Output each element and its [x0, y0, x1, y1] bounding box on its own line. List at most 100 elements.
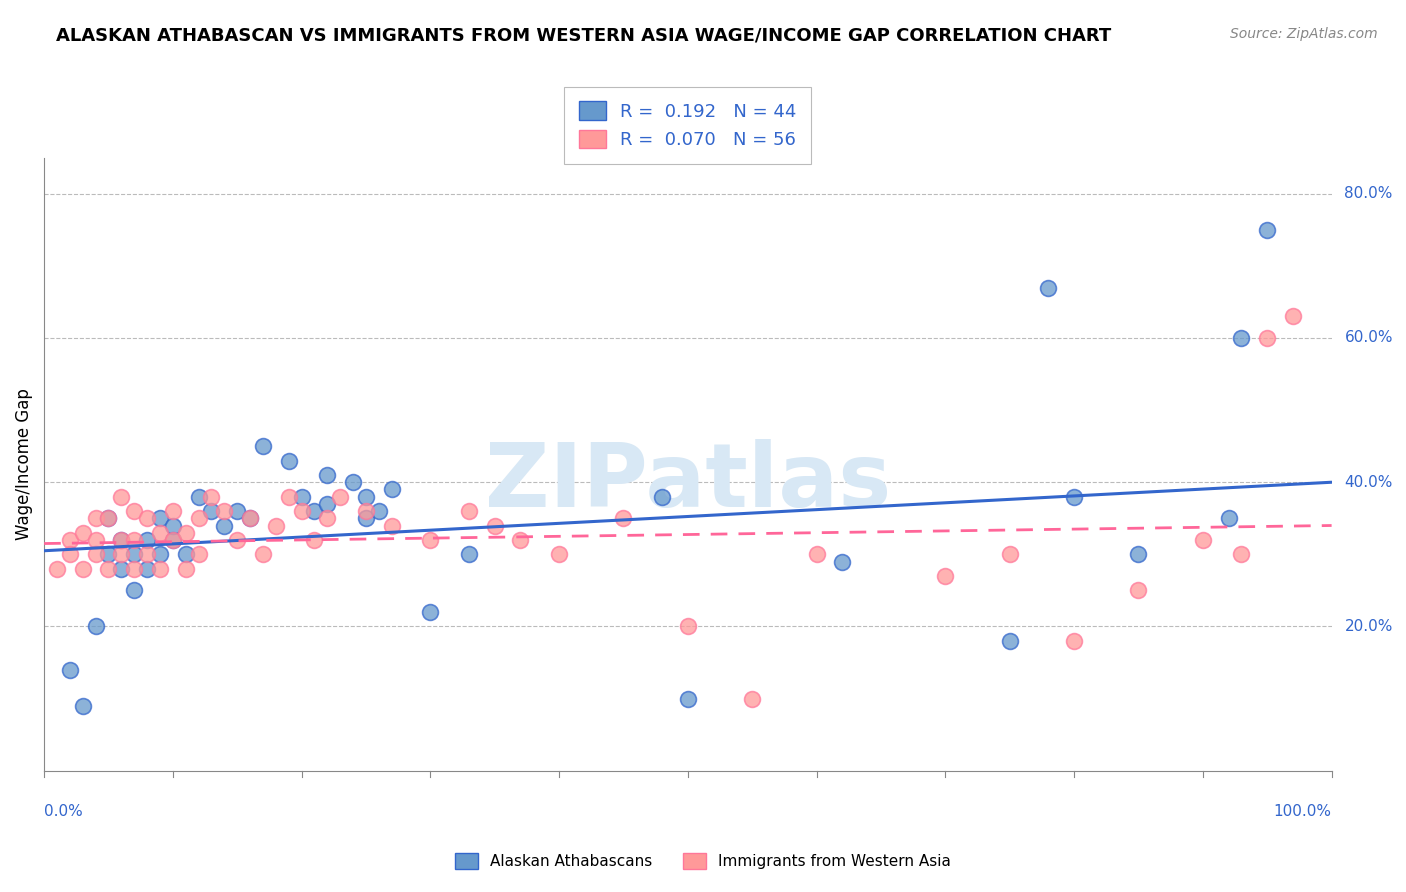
- Point: [458, 504, 481, 518]
- Point: [419, 533, 441, 547]
- Point: [1218, 511, 1240, 525]
- Point: [122, 504, 145, 518]
- Point: [676, 691, 699, 706]
- Point: [252, 547, 274, 561]
- Point: [934, 569, 956, 583]
- Point: [1192, 533, 1215, 547]
- Point: [174, 562, 197, 576]
- Point: [484, 518, 506, 533]
- Point: [214, 518, 236, 533]
- Point: [998, 547, 1021, 561]
- Point: [264, 518, 287, 533]
- Point: [149, 525, 172, 540]
- Point: [122, 547, 145, 561]
- Point: [1063, 490, 1085, 504]
- Text: 80.0%: 80.0%: [1344, 186, 1393, 202]
- Point: [1038, 280, 1060, 294]
- Point: [136, 547, 159, 561]
- Point: [110, 547, 132, 561]
- Point: [354, 490, 377, 504]
- Point: [548, 547, 571, 561]
- Point: [97, 511, 120, 525]
- Point: [174, 547, 197, 561]
- Text: 20.0%: 20.0%: [1344, 619, 1393, 634]
- Text: 100.0%: 100.0%: [1274, 805, 1331, 820]
- Point: [97, 562, 120, 576]
- Text: 60.0%: 60.0%: [1344, 331, 1393, 345]
- Point: [136, 562, 159, 576]
- Point: [149, 511, 172, 525]
- Point: [831, 555, 853, 569]
- Point: [277, 490, 299, 504]
- Point: [214, 504, 236, 518]
- Point: [998, 633, 1021, 648]
- Text: 0.0%: 0.0%: [44, 805, 83, 820]
- Point: [509, 533, 531, 547]
- Point: [291, 504, 314, 518]
- Point: [1230, 331, 1253, 345]
- Point: [162, 518, 184, 533]
- Point: [46, 562, 69, 576]
- Point: [291, 490, 314, 504]
- Point: [84, 547, 107, 561]
- Point: [187, 511, 209, 525]
- Point: [110, 533, 132, 547]
- Point: [316, 511, 339, 525]
- Point: [110, 490, 132, 504]
- Point: [200, 504, 222, 518]
- Point: [612, 511, 634, 525]
- Point: [304, 533, 326, 547]
- Point: [354, 504, 377, 518]
- Point: [1282, 310, 1305, 324]
- Point: [122, 533, 145, 547]
- Point: [149, 547, 172, 561]
- Point: [1128, 547, 1150, 561]
- Point: [84, 511, 107, 525]
- Point: [72, 525, 94, 540]
- Point: [458, 547, 481, 561]
- Legend: Alaskan Athabascans, Immigrants from Western Asia: Alaskan Athabascans, Immigrants from Wes…: [449, 847, 957, 875]
- Point: [59, 547, 82, 561]
- Point: [122, 583, 145, 598]
- Point: [1230, 547, 1253, 561]
- Point: [741, 691, 763, 706]
- Point: [304, 504, 326, 518]
- Point: [342, 475, 364, 490]
- Text: 40.0%: 40.0%: [1344, 475, 1393, 490]
- Point: [187, 547, 209, 561]
- Text: ALASKAN ATHABASCAN VS IMMIGRANTS FROM WESTERN ASIA WAGE/INCOME GAP CORRELATION C: ALASKAN ATHABASCAN VS IMMIGRANTS FROM WE…: [56, 27, 1112, 45]
- Point: [84, 619, 107, 633]
- Text: Source: ZipAtlas.com: Source: ZipAtlas.com: [1230, 27, 1378, 41]
- Point: [226, 504, 249, 518]
- Point: [174, 525, 197, 540]
- Point: [110, 533, 132, 547]
- Point: [149, 562, 172, 576]
- Legend: R =  0.192   N = 44, R =  0.070   N = 56: R = 0.192 N = 44, R = 0.070 N = 56: [564, 87, 811, 163]
- Point: [162, 533, 184, 547]
- Point: [651, 490, 673, 504]
- Point: [97, 547, 120, 561]
- Point: [187, 490, 209, 504]
- Point: [72, 698, 94, 713]
- Point: [277, 453, 299, 467]
- Point: [381, 483, 404, 497]
- Point: [676, 619, 699, 633]
- Text: ZIPatlas: ZIPatlas: [485, 439, 891, 526]
- Point: [136, 533, 159, 547]
- Point: [316, 468, 339, 483]
- Point: [1128, 583, 1150, 598]
- Point: [84, 533, 107, 547]
- Point: [1256, 331, 1278, 345]
- Point: [136, 511, 159, 525]
- Point: [59, 533, 82, 547]
- Point: [806, 547, 828, 561]
- Point: [72, 562, 94, 576]
- Point: [97, 511, 120, 525]
- Point: [110, 562, 132, 576]
- Point: [381, 518, 404, 533]
- Point: [122, 562, 145, 576]
- Point: [354, 511, 377, 525]
- Point: [1063, 633, 1085, 648]
- Point: [239, 511, 262, 525]
- Point: [1256, 223, 1278, 237]
